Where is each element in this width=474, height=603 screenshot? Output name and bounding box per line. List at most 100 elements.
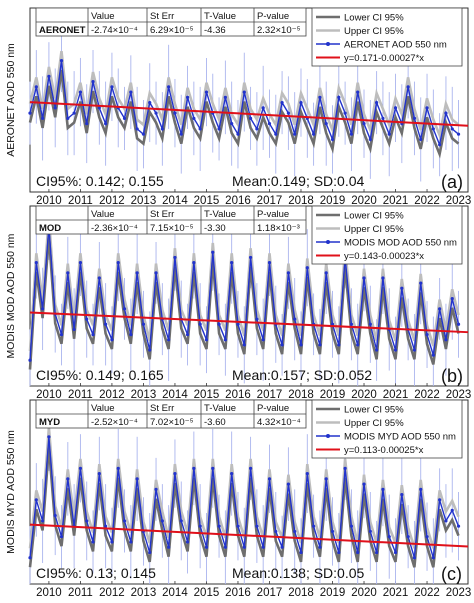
- legend-entry: Lower CI 95%: [344, 405, 404, 416]
- table-cell: AERONET: [39, 25, 86, 36]
- series-point: [41, 116, 45, 120]
- legend-entry: Lower CI 95%: [344, 13, 404, 24]
- x-tick-label: 2019: [320, 195, 346, 207]
- x-tick-label: 2021: [383, 587, 409, 599]
- series-point: [293, 317, 297, 321]
- series-point: [425, 332, 429, 337]
- ci-annotation: CI95%: 0.13; 0.145: [36, 565, 156, 581]
- legend-entry: AERONET AOD 550 nm: [344, 40, 447, 51]
- series-point: [324, 477, 328, 481]
- series-point: [198, 524, 202, 528]
- series-point: [167, 85, 171, 89]
- legend-entry: MODIS MOD AOD 550 nm: [344, 238, 457, 249]
- series-point: [78, 466, 83, 470]
- series-point: [236, 524, 240, 528]
- series-point: [173, 255, 177, 260]
- series-point: [236, 132, 240, 136]
- series-point: [59, 332, 64, 337]
- series-point: [47, 435, 51, 439]
- series-point: [148, 550, 152, 555]
- series-point: [456, 322, 461, 326]
- series-point: [387, 132, 391, 136]
- series-point: [261, 106, 265, 110]
- series-point: [299, 550, 303, 555]
- table-cell: MYD: [39, 417, 60, 428]
- series-point: [66, 271, 70, 275]
- series-point: [34, 85, 38, 89]
- x-tick-label: 2016: [225, 587, 251, 599]
- series-point: [425, 535, 429, 539]
- series-point: [211, 466, 215, 470]
- series-point: [286, 111, 290, 115]
- series-point: [305, 266, 309, 270]
- series-point: [129, 540, 133, 544]
- series-point: [337, 95, 341, 99]
- table-cell: 6.29×10⁻⁵: [150, 25, 194, 36]
- series-point: [28, 111, 32, 115]
- series-point: [192, 116, 196, 120]
- legend-entry: y=0.143-0.00023*x: [344, 251, 424, 262]
- series-point: [173, 472, 177, 476]
- panel-letter: (a): [441, 172, 463, 192]
- series-point: [104, 322, 108, 326]
- series-point: [349, 322, 354, 326]
- x-tick-label: 2023: [446, 389, 472, 401]
- series-point: [293, 132, 297, 136]
- series-point: [41, 519, 45, 523]
- series-point: [381, 116, 385, 120]
- table-header: T-Value: [204, 403, 236, 414]
- x-tick-label: 2011: [68, 389, 93, 401]
- series-point: [97, 106, 101, 110]
- series-point: [431, 556, 435, 560]
- y-axis-label: MODIS MYD AOD 550 nm: [5, 430, 17, 554]
- table-header: Value: [91, 403, 115, 414]
- series-point: [204, 545, 209, 549]
- series-point: [167, 338, 171, 342]
- legend-marker: [326, 42, 330, 46]
- table-cell: -4.36: [204, 25, 226, 36]
- series-point: [406, 535, 410, 539]
- series-point: [343, 466, 347, 470]
- table-cell: 2.32×10⁻⁵: [257, 25, 301, 36]
- x-tick-label: 2012: [99, 195, 125, 207]
- series-point: [248, 255, 253, 260]
- table-header: P-value: [257, 11, 289, 22]
- series-point: [419, 487, 423, 491]
- series-point: [53, 514, 57, 518]
- table-header: St Err: [150, 11, 174, 22]
- series-point: [116, 260, 120, 265]
- series-point: [223, 338, 227, 342]
- series-point: [393, 348, 398, 352]
- series-point: [356, 343, 360, 347]
- series-point: [104, 524, 108, 528]
- series-point: [192, 260, 196, 265]
- x-tick-label: 2022: [414, 587, 440, 599]
- x-tick-label: 2018: [288, 389, 314, 401]
- table-cell: 1.18×10⁻³: [257, 223, 300, 234]
- x-tick-label: 2016: [225, 389, 251, 401]
- series-point: [122, 519, 127, 523]
- legend-entry: Upper CI 95%: [344, 224, 404, 235]
- series-point: [431, 127, 435, 131]
- series-point: [97, 276, 101, 280]
- series-point: [400, 493, 404, 497]
- legend: Lower CI 95% Upper CI 95% MODIS MOD AOD 55…: [311, 205, 463, 265]
- ci-annotation: CI95%: 0.142; 0.155: [36, 173, 164, 189]
- series-point: [356, 90, 360, 94]
- series-point: [368, 529, 372, 534]
- table-header: Value: [91, 11, 115, 22]
- series-point: [34, 498, 38, 502]
- series-point: [66, 116, 70, 120]
- table-header: T-Value: [204, 209, 236, 220]
- ci-annotation: CI95%: 0.149; 0.165: [36, 367, 164, 383]
- series-point: [349, 132, 354, 136]
- series-point: [110, 338, 114, 342]
- table-cell: -3.60: [204, 417, 226, 428]
- series-point: [375, 550, 379, 555]
- series-point: [255, 524, 259, 528]
- table-header: Value: [91, 209, 115, 220]
- stats-table: Value St Err T-Value P-value MOD -2.36×10⁻⁴ 7.…: [35, 205, 307, 235]
- x-tick-label: 2017: [257, 389, 283, 401]
- y-axis-label: MODIS MOD AOD 550 nm: [5, 233, 17, 358]
- table-header: St Err: [150, 209, 174, 220]
